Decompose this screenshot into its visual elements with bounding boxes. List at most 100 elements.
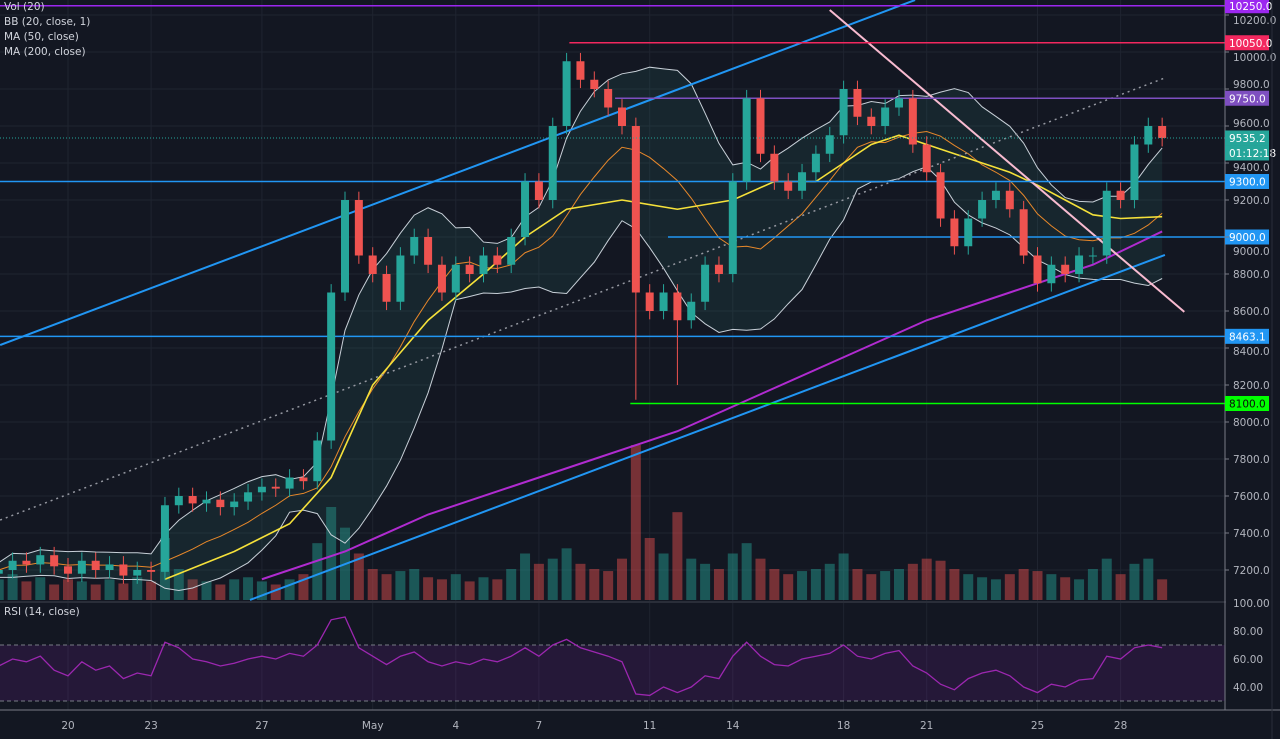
candle <box>742 98 751 182</box>
candle <box>230 501 239 508</box>
volume-bar <box>118 583 129 600</box>
candle <box>950 218 959 247</box>
time-tick-label: 18 <box>837 720 850 732</box>
candle <box>964 218 973 247</box>
candle <box>1075 255 1084 274</box>
candle <box>576 61 585 80</box>
price-tick-label: 7600.0 <box>1233 491 1270 503</box>
candle <box>188 496 197 504</box>
volume-bar <box>49 584 60 600</box>
candle <box>424 237 433 265</box>
volume-bar <box>963 574 974 600</box>
indicator-legend: Vol (20) BB (20, close, 1) MA (50, close… <box>4 0 90 60</box>
price-tick-label: 9600.0 <box>1233 118 1270 130</box>
price-tick-label: 9200.0 <box>1233 195 1270 207</box>
volume-bar <box>617 558 627 600</box>
price-tick-label: 8200.0 <box>1233 380 1270 392</box>
volume-bar <box>173 569 184 600</box>
bollinger-basis <box>0 131 1163 571</box>
volume-bar <box>423 577 434 600</box>
price-tick-label: 8600.0 <box>1233 306 1270 318</box>
candle <box>881 107 890 126</box>
volume-bar <box>589 569 600 600</box>
candle <box>867 116 876 126</box>
level-price-tag-bg <box>1225 90 1269 106</box>
volume-bar <box>575 563 586 600</box>
volume-bar <box>409 569 420 600</box>
candle <box>604 89 613 108</box>
volume-bar <box>672 512 683 600</box>
volume-bar <box>201 581 212 600</box>
volume-bar <box>1046 574 1057 600</box>
candle <box>91 560 100 570</box>
volume-bar <box>1101 558 1112 600</box>
candle <box>244 492 253 502</box>
candle <box>590 79 599 89</box>
level-price-tag-bg <box>1225 328 1269 344</box>
volume-bar <box>450 574 461 600</box>
candle <box>8 560 17 570</box>
volume-bar <box>1004 574 1015 600</box>
candle <box>1102 190 1111 256</box>
price-tick-label: 10000.0 <box>1233 52 1276 64</box>
price-tick-label: 9000.0 <box>1233 246 1270 258</box>
legend-volume[interactable]: Vol (20) <box>4 1 45 13</box>
volume-bar <box>298 574 309 600</box>
level-price-tag-bg <box>1225 174 1269 189</box>
candle <box>174 496 183 506</box>
rsi-legend[interactable]: RSI (14, close) <box>4 606 80 618</box>
candle <box>313 440 322 482</box>
volume-bar <box>270 584 281 600</box>
legend-ma50[interactable]: MA (50, close) <box>4 31 79 43</box>
candle <box>410 237 419 256</box>
volume-bar <box>1087 569 1098 600</box>
volume-bar <box>686 558 697 600</box>
volume-bar <box>838 553 849 600</box>
time-tick-label: 21 <box>920 720 933 732</box>
volume-bar <box>436 579 447 600</box>
price-tick-label: 7400.0 <box>1233 528 1270 540</box>
time-tick-label: 7 <box>536 720 543 732</box>
candle <box>1116 190 1125 200</box>
candle <box>1130 144 1139 200</box>
trendline-upper-channel[interactable] <box>0 0 916 346</box>
candle <box>1061 264 1070 274</box>
price-tick-label: 8800.0 <box>1233 269 1270 281</box>
volume-bar <box>464 581 475 600</box>
trendline-lower-channel[interactable] <box>249 254 1166 601</box>
candle <box>50 555 59 567</box>
volume-bar <box>658 553 669 600</box>
last-price-tag-bg <box>1225 130 1269 146</box>
volume-bar <box>506 569 517 600</box>
volume-bar <box>76 581 87 600</box>
candle <box>285 477 294 489</box>
volume-bar <box>713 569 724 600</box>
candle <box>133 570 142 576</box>
price-tick-label: 7800.0 <box>1233 454 1270 466</box>
legend-bollinger[interactable]: BB (20, close, 1) <box>4 16 91 28</box>
volume-bar <box>727 553 738 600</box>
volume-bar <box>603 571 614 600</box>
volume-bar <box>478 577 489 600</box>
candle <box>798 172 807 191</box>
legend-ma200[interactable]: MA (200, close) <box>4 46 86 58</box>
trendline-descending-resistance[interactable] <box>829 9 1185 313</box>
trendline-dotted-midline[interactable] <box>0 77 1166 521</box>
volume-bar <box>1115 574 1126 600</box>
volume-bar <box>977 577 988 600</box>
time-tick-label: 20 <box>61 720 74 732</box>
candle <box>1144 126 1153 145</box>
volume-bar <box>90 584 101 600</box>
price-axis[interactable] <box>1226 0 1280 739</box>
candle <box>437 264 446 293</box>
candle <box>659 292 668 311</box>
volume-bar <box>0 579 4 600</box>
bar-countdown-bg <box>1225 145 1269 161</box>
candle <box>77 560 86 574</box>
candle <box>714 264 723 274</box>
volume-bar <box>1157 579 1168 600</box>
candle <box>784 181 793 191</box>
candle <box>978 200 987 219</box>
candle <box>1088 255 1097 257</box>
